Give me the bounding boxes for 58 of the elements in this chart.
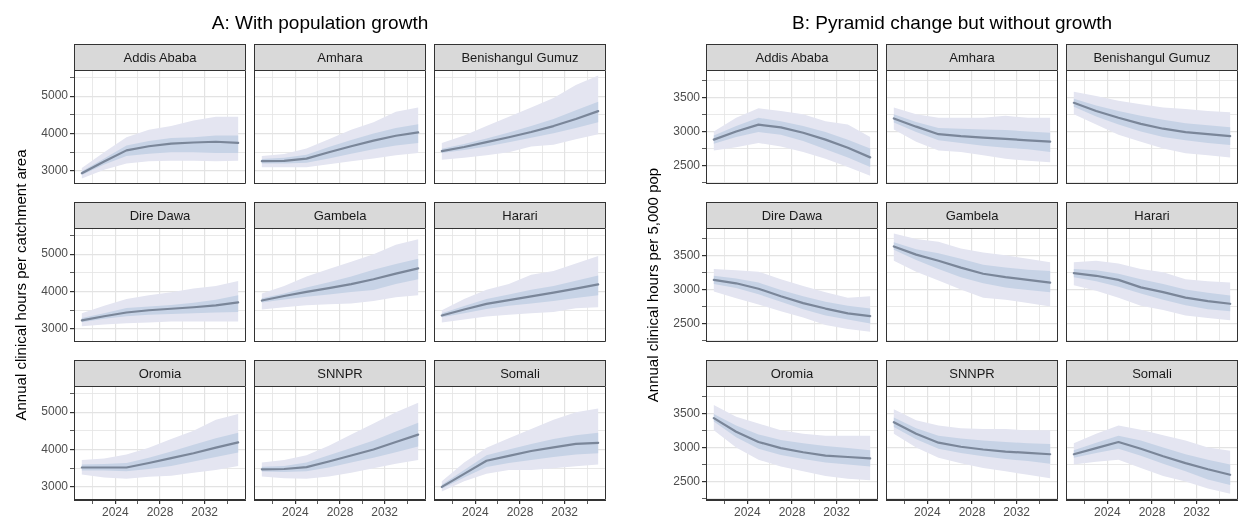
x-tick-label: 2028 xyxy=(1138,504,1166,519)
x-tick-label: 2032 xyxy=(371,504,399,519)
y-tick-label: 2500 xyxy=(673,315,701,330)
x-tick-label: 2028 xyxy=(506,504,534,519)
chart-title: SNNPR xyxy=(886,360,1058,386)
x-tick-label: 2028 xyxy=(326,504,354,519)
chart-title: Harari xyxy=(1066,202,1238,228)
y-tick-label: 3000 xyxy=(41,321,69,336)
x-tick-label: 2028 xyxy=(146,504,174,519)
y-tick-label: 3000 xyxy=(673,439,701,454)
text: B: Pyramid change but without growth xyxy=(791,12,1113,34)
y-tick-label: 3000 xyxy=(673,123,701,138)
chart-title: Amhara xyxy=(254,44,426,70)
y-axis-title: Annual clinical hours per 5,000 pop xyxy=(643,167,661,403)
x-tick-label: 2024 xyxy=(1093,504,1121,519)
x-tick-label: 2028 xyxy=(778,504,806,519)
y-tick-label: 5000 xyxy=(41,246,69,261)
x-tick-label: 2032 xyxy=(1183,504,1211,519)
y-tick-label: 2500 xyxy=(673,157,701,172)
y-tick-label: 4000 xyxy=(41,283,69,298)
x-tick-label: 2032 xyxy=(1003,504,1031,519)
y-tick-label: 3000 xyxy=(41,479,69,494)
chart-title: Benishangul Gumuz xyxy=(434,44,606,70)
y-tick-label: 4000 xyxy=(41,441,69,456)
chart-title: Oromia xyxy=(74,360,246,386)
chart-title: Dire Dawa xyxy=(706,202,878,228)
x-tick-label: 2024 xyxy=(913,504,941,519)
chart-title: Somali xyxy=(434,360,606,386)
chart-title: Dire Dawa xyxy=(74,202,246,228)
y-tick-label: 3500 xyxy=(673,89,701,104)
chart-title: Benishangul Gumuz xyxy=(1066,44,1238,70)
text: A: With population growth xyxy=(210,12,430,34)
x-tick-label: 2024 xyxy=(281,504,309,519)
y-tick-label: 3500 xyxy=(673,247,701,262)
chart-title: Amhara xyxy=(886,44,1058,70)
x-tick-label: 2032 xyxy=(191,504,219,519)
x-tick-label: 2028 xyxy=(958,504,986,519)
y-tick-label: 3000 xyxy=(41,163,69,178)
x-tick-label: 2024 xyxy=(733,504,761,519)
y-tick-label: 5000 xyxy=(41,88,69,103)
y-axis-title: Annual clinical hours per catchment area xyxy=(11,149,29,421)
x-tick-label: 2032 xyxy=(551,504,579,519)
chart-title: Somali xyxy=(1066,360,1238,386)
y-tick-label: 3500 xyxy=(673,405,701,420)
y-tick-label: 3000 xyxy=(673,281,701,296)
chart-title: Gambela xyxy=(254,202,426,228)
x-tick-label: 2024 xyxy=(101,504,129,519)
chart-title: Gambela xyxy=(886,202,1058,228)
y-tick-label: 4000 xyxy=(41,125,69,140)
chart-title: Addis Ababa xyxy=(74,44,246,70)
y-tick-label: 5000 xyxy=(41,404,69,419)
chart-title: Addis Ababa xyxy=(706,44,878,70)
chart-title: Oromia xyxy=(706,360,878,386)
chart-title: SNNPR xyxy=(254,360,426,386)
x-tick-label: 2032 xyxy=(823,504,851,519)
y-tick-label: 2500 xyxy=(673,473,701,488)
chart-title: Harari xyxy=(434,202,606,228)
x-tick-label: 2024 xyxy=(461,504,489,519)
